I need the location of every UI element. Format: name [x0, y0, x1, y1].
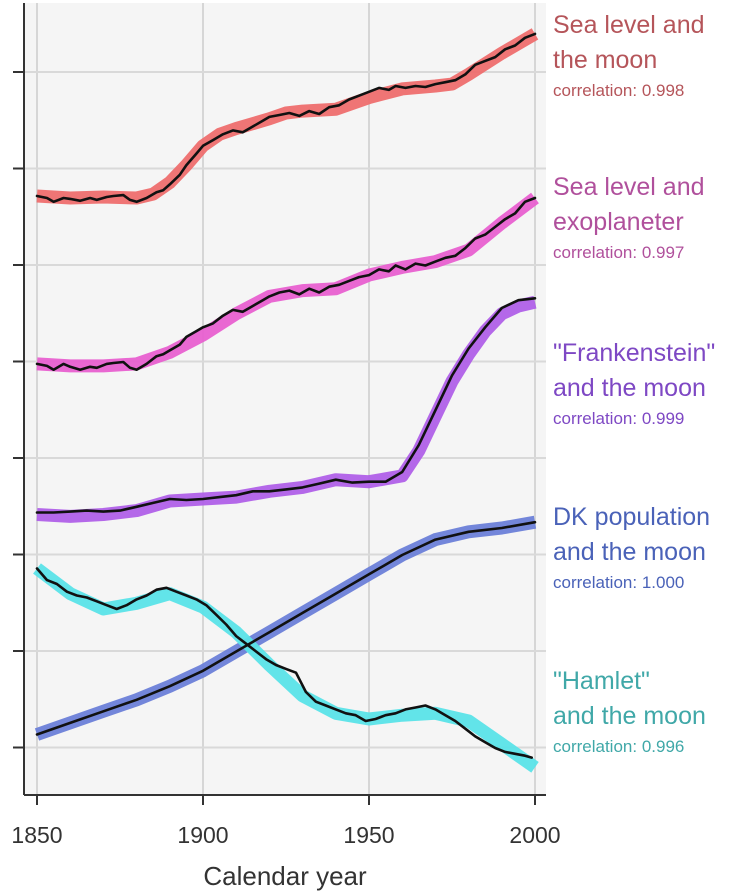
series-line-2: [35, 196, 537, 372]
series-band-3: [36, 295, 537, 523]
series-name: DK population and the moon: [553, 503, 711, 566]
plot-area: [24, 3, 546, 795]
series-line-5: [35, 567, 534, 759]
series-label-1: Sea level and the moon correlation: 0.998: [553, 8, 705, 102]
y-ticks: [13, 71, 24, 749]
x-ticks: 1850 1900 1950 2000: [11, 795, 561, 848]
series-label-4: DK population and the moon correlation: 1…: [553, 500, 710, 594]
x-axis-title: Calendar year: [203, 861, 367, 891]
series-label-5: "Hamlet" and the moon correlation: 0.996: [553, 664, 706, 758]
series-line-4: [35, 520, 537, 736]
series-correlation: correlation: 1.000: [553, 573, 685, 592]
series-band-1: [36, 28, 539, 205]
x-tick-label: 1950: [343, 822, 394, 848]
series-name: Sea level and the moon: [553, 11, 705, 74]
series-line-1: [35, 32, 537, 204]
series-correlation: correlation: 0.997: [553, 243, 685, 262]
series-name: Sea level and exoplaneter: [553, 173, 705, 236]
series-lines: [35, 32, 537, 759]
series-label-2: Sea level and exoplaneter correlation: 0.…: [553, 170, 705, 264]
series-name: "Hamlet" and the moon: [553, 667, 706, 730]
series-correlation: correlation: 0.998: [553, 81, 685, 100]
x-tick-label: 1850: [11, 822, 62, 848]
x-tick-label: 1900: [177, 822, 228, 848]
series-band-5: [33, 563, 539, 773]
series-correlation: correlation: 0.999: [553, 409, 685, 428]
series-line-3: [35, 296, 537, 514]
series-correlation: correlation: 0.996: [553, 737, 685, 756]
series-name: "Frankenstein" and the moon: [553, 339, 716, 402]
x-tick-label: 2000: [509, 822, 560, 848]
series-label-3: "Frankenstein" and the moon correlation: …: [553, 336, 715, 430]
